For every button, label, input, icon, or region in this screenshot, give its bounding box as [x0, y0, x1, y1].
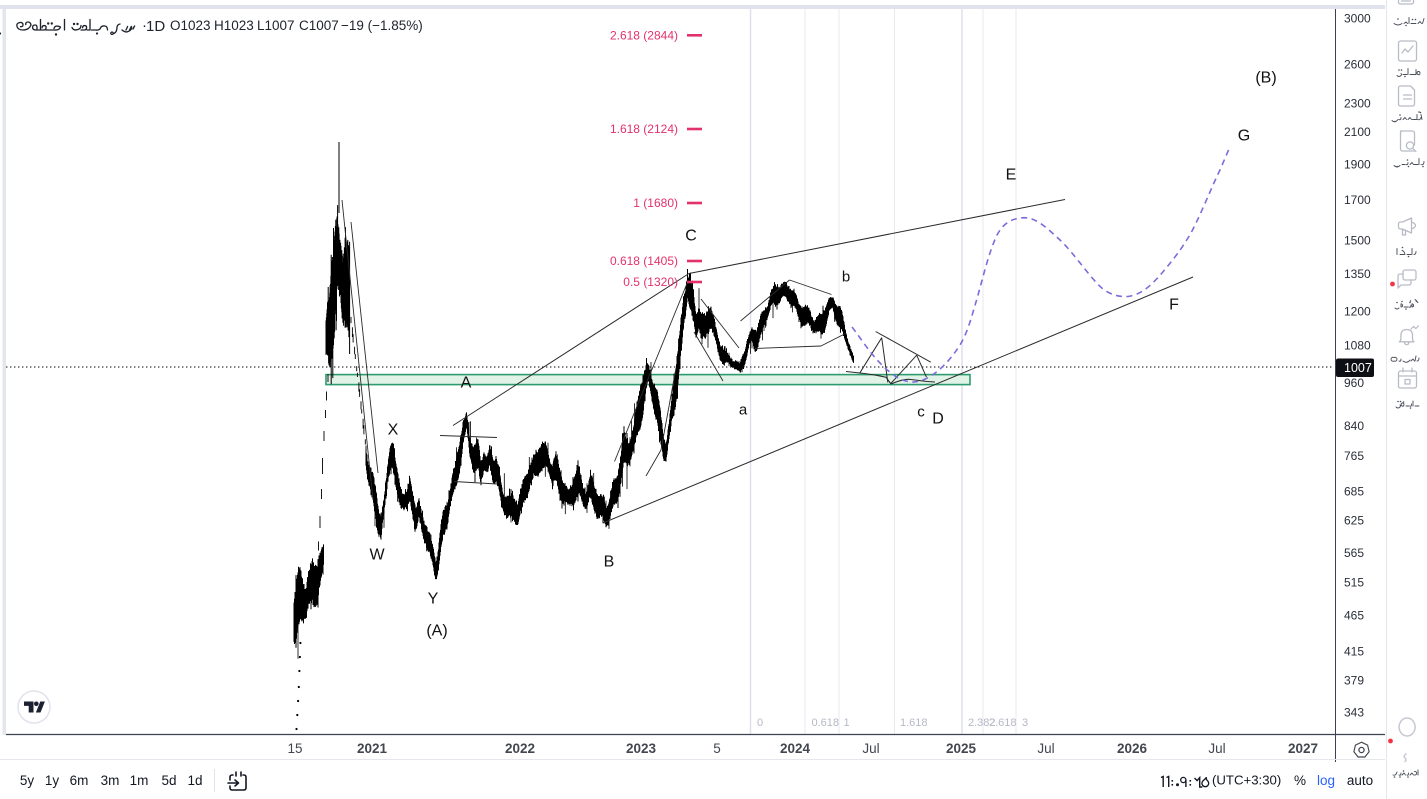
svg-text:G: G [1238, 128, 1250, 145]
svg-text:b: b [842, 269, 850, 286]
svg-text:Jul: Jul [1208, 741, 1225, 756]
svg-text:1080: 1080 [1344, 339, 1371, 353]
svg-text:−19 (−1.85%): −19 (−1.85%) [341, 18, 423, 33]
svg-text:3m: 3m [101, 773, 120, 788]
svg-text:1900: 1900 [1344, 158, 1371, 172]
svg-text:1 (1680): 1 (1680) [633, 196, 678, 210]
svg-text:2300: 2300 [1344, 97, 1371, 111]
svg-text:C: C [685, 228, 697, 245]
svg-text:A: A [461, 375, 472, 392]
svg-text:415: 415 [1344, 645, 1364, 659]
svg-text:2022: 2022 [505, 741, 535, 756]
svg-text:C1007: C1007 [299, 18, 339, 33]
svg-text:960: 960 [1344, 376, 1364, 390]
svg-text:O1023: O1023 [170, 18, 211, 33]
svg-text:B: B [604, 554, 615, 571]
svg-text:auto: auto [1347, 773, 1373, 788]
svg-text:L1007: L1007 [257, 18, 295, 33]
svg-text:1007: 1007 [1344, 361, 1372, 375]
svg-text:5y: 5y [20, 773, 35, 788]
svg-text:1y: 1y [45, 773, 60, 788]
svg-text:2100: 2100 [1344, 125, 1371, 139]
svg-text:515: 515 [1344, 576, 1364, 590]
svg-text:2021: 2021 [357, 741, 388, 756]
svg-text:1D: 1D [146, 18, 165, 35]
svg-text:(A): (A) [426, 623, 447, 640]
svg-text:2.382: 2.382 [968, 717, 996, 729]
svg-text:F: F [1169, 297, 1179, 314]
svg-text:%: % [1294, 773, 1306, 788]
svg-text:1d: 1d [187, 773, 202, 788]
svg-text:a: a [739, 402, 748, 419]
svg-text:X: X [388, 422, 399, 439]
svg-text:565: 565 [1344, 546, 1364, 560]
svg-text:log: log [1317, 773, 1335, 788]
svg-text:1m: 1m [130, 773, 149, 788]
svg-text:15: 15 [287, 741, 302, 756]
svg-text:(UTC+3:30): (UTC+3:30) [1212, 773, 1281, 788]
svg-text:2024: 2024 [780, 741, 811, 756]
svg-text:0.618 (1405): 0.618 (1405) [610, 254, 678, 268]
svg-text:2.618: 2.618 [989, 717, 1017, 729]
svg-text:465: 465 [1344, 609, 1364, 623]
svg-text:Y: Y [428, 591, 439, 608]
svg-text:Jul: Jul [1037, 741, 1054, 756]
svg-text:1: 1 [844, 717, 850, 729]
svg-text:343: 343 [1344, 706, 1364, 720]
svg-text:1.618 (2124): 1.618 (2124) [610, 122, 678, 136]
svg-text:H1023: H1023 [214, 18, 254, 33]
svg-text:685: 685 [1344, 485, 1364, 499]
svg-text:(B): (B) [1255, 70, 1276, 87]
svg-text:379: 379 [1344, 674, 1364, 688]
svg-text:W: W [369, 547, 385, 564]
svg-text:5d: 5d [161, 773, 176, 788]
svg-text:1500: 1500 [1344, 234, 1371, 248]
svg-text:2600: 2600 [1344, 58, 1371, 72]
svg-text:3: 3 [1022, 717, 1028, 729]
svg-text:1350: 1350 [1344, 267, 1371, 281]
svg-text:1.618: 1.618 [900, 717, 928, 729]
svg-text:0.5 (1320): 0.5 (1320) [623, 275, 678, 289]
svg-text:c: c [917, 404, 925, 421]
svg-text:2027: 2027 [1288, 741, 1318, 756]
svg-text:0: 0 [757, 717, 763, 729]
svg-text:2025: 2025 [946, 741, 977, 756]
svg-text:1700: 1700 [1344, 193, 1371, 207]
svg-text:625: 625 [1344, 514, 1364, 528]
svg-text:1200: 1200 [1344, 305, 1371, 319]
svg-text:840: 840 [1344, 419, 1364, 433]
svg-text:3000: 3000 [1344, 12, 1371, 26]
svg-text:D: D [932, 411, 944, 428]
svg-text:E: E [1006, 167, 1017, 184]
svg-text:6m: 6m [70, 773, 89, 788]
svg-text:·: · [142, 17, 147, 34]
svg-text:Jul: Jul [862, 741, 879, 756]
svg-text:2023: 2023 [626, 741, 657, 756]
svg-text:0.618: 0.618 [812, 717, 840, 729]
svg-text:2.618 (2844): 2.618 (2844) [610, 28, 678, 42]
svg-text:5: 5 [713, 741, 721, 756]
svg-text:2026: 2026 [1117, 741, 1148, 756]
svg-text:765: 765 [1344, 449, 1364, 463]
